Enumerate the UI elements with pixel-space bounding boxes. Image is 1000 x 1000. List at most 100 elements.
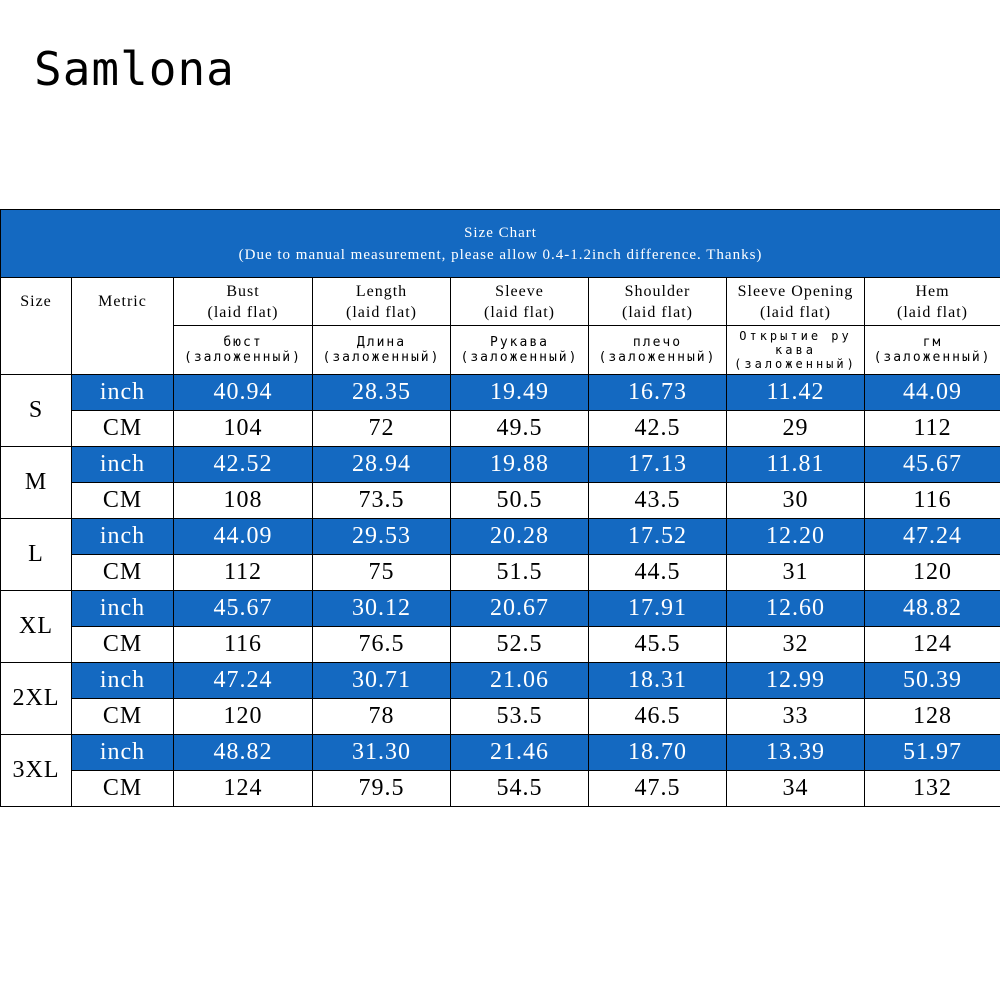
table-row-cm: CM 108 73.5 50.5 43.5 30 116	[1, 482, 1000, 519]
metric-cm-label: CM	[71, 626, 174, 663]
inch-value-cell: 48.82	[173, 734, 313, 771]
inch-value-cell: 12.20	[726, 518, 865, 555]
cm-value-cell: 128	[863, 698, 1000, 735]
col-header-ru-hem: гм (заложенный)	[863, 325, 1000, 375]
col-header-bust: Bust (laid flat)	[173, 277, 313, 326]
cm-value-cell: 42.5	[588, 410, 727, 447]
cm-value-cell: 78	[312, 698, 451, 735]
col-header-shoulder: Shoulder (laid flat)	[588, 277, 727, 326]
inch-value-cell: 17.91	[588, 590, 727, 627]
size-label: S	[0, 374, 72, 447]
inch-value-cell: 47.24	[173, 662, 313, 699]
col-header-hem: Hem (laid flat)	[863, 277, 1000, 326]
cm-value-cell: 50.5	[450, 482, 589, 519]
inch-value-cell: 19.49	[450, 374, 589, 411]
inch-value-cell: 21.06	[450, 662, 589, 699]
metric-cm-label: CM	[71, 770, 174, 807]
col-header-ru-label: Рукава	[490, 335, 549, 350]
size-label: M	[0, 446, 72, 519]
inch-value-cell: 28.35	[312, 374, 451, 411]
col-header-label: Shoulder	[624, 282, 691, 300]
col-header-ru-label-wrap: кава	[775, 343, 816, 357]
metric-inch-label: inch	[71, 734, 174, 771]
cm-value-cell: 44.5	[588, 554, 727, 591]
inch-value-cell: 28.94	[312, 446, 451, 483]
header-row-russian: бюст (заложенный) Длина (заложенный) Рукав…	[1, 325, 1000, 375]
table-row-cm: CM 124 79.5 54.5 47.5 34 132	[1, 770, 1000, 807]
cm-value-cell: 79.5	[312, 770, 451, 807]
inch-value-cell: 44.09	[173, 518, 313, 555]
inch-value-cell: 18.31	[588, 662, 727, 699]
size-header-label: Size	[20, 293, 52, 310]
col-header-ru-sub: (заложенный)	[734, 357, 857, 371]
cm-value-cell: 120	[863, 554, 1000, 591]
col-header-ru-label: бюст	[223, 335, 263, 350]
cm-value-cell: 120	[173, 698, 313, 735]
col-header-sub: (laid flat)	[622, 303, 693, 321]
cm-value-cell: 124	[173, 770, 313, 807]
size-label: 2XL	[0, 662, 72, 735]
inch-value-cell: 13.39	[726, 734, 865, 771]
cm-value-cell: 76.5	[312, 626, 451, 663]
metric-header: Metric	[71, 277, 174, 375]
header-row-english: Size Metric Bust (laid flat) Length (laid …	[0, 277, 1000, 375]
table-row-inch: 3XL inch 48.82 31.30 21.46 18.70 13.39 51.97	[0, 734, 1000, 807]
inch-value-cell: 45.67	[863, 446, 1000, 483]
metric-cm-label: CM	[71, 554, 174, 591]
col-header-ru-label: Открытие ру	[739, 329, 852, 343]
inch-value-cell: 17.13	[588, 446, 727, 483]
inch-value-cell: 30.71	[312, 662, 451, 699]
metric-cm-label: CM	[71, 410, 174, 447]
col-header-ru-sleeve-opening: Открытие ру кава (заложенный)	[726, 325, 865, 375]
col-header-sleeve-opening: Sleeve Opening (laid flat)	[726, 277, 865, 326]
metric-cm-label: CM	[71, 482, 174, 519]
cm-value-cell: 54.5	[450, 770, 589, 807]
col-header-label: Sleeve Opening	[737, 282, 854, 300]
col-header-label: Hem	[915, 282, 950, 300]
inch-value-cell: 44.09	[863, 374, 1000, 411]
metric-header-label: Metric	[98, 293, 147, 310]
col-header-sub: (laid flat)	[207, 303, 279, 321]
inch-value-cell: 11.42	[726, 374, 865, 411]
col-header-ru-sub: (заложенный)	[184, 350, 302, 365]
banner-cell: Size Chart (Due to manual measurement, p…	[0, 209, 1000, 278]
col-header-ru-label: Длина	[356, 335, 407, 350]
inch-value-cell: 31.30	[312, 734, 451, 771]
col-header-length: Length (laid flat)	[312, 277, 451, 326]
col-header-ru-length: Длина (заложенный)	[312, 325, 451, 375]
metric-cm-label: CM	[71, 698, 174, 735]
cm-value-cell: 51.5	[450, 554, 589, 591]
col-header-label: Bust	[226, 282, 260, 300]
cm-value-cell: 104	[173, 410, 313, 447]
col-header-sub: (laid flat)	[346, 303, 417, 321]
metric-inch-label: inch	[71, 590, 174, 627]
size-label: XL	[0, 590, 72, 663]
cm-value-cell: 47.5	[588, 770, 727, 807]
table-row-cm: CM 116 76.5 52.5 45.5 32 124	[1, 626, 1000, 663]
size-chart-table: Size Chart (Due to manual measurement, p…	[0, 209, 1000, 807]
col-header-ru-bust: бюст (заложенный)	[173, 325, 313, 375]
col-header-sub: (laid flat)	[760, 303, 831, 321]
metric-inch-label: inch	[71, 374, 174, 411]
cm-value-cell: 49.5	[450, 410, 589, 447]
inch-value-cell: 20.28	[450, 518, 589, 555]
inch-value-cell: 50.39	[863, 662, 1000, 699]
metric-inch-label: inch	[71, 662, 174, 699]
cm-value-cell: 52.5	[450, 626, 589, 663]
inch-value-cell: 18.70	[588, 734, 727, 771]
col-header-ru-sub: (заложенный)	[873, 350, 992, 365]
inch-value-cell: 16.73	[588, 374, 727, 411]
table-title: Size Chart	[464, 224, 537, 241]
inch-value-cell: 21.46	[450, 734, 589, 771]
inch-value-cell: 12.60	[726, 590, 865, 627]
cm-value-cell: 75	[312, 554, 451, 591]
col-header-ru-sleeve: Рукава (заложенный)	[450, 325, 589, 375]
table-row-cm: CM 120 78 53.5 46.5 33 128	[1, 698, 1000, 735]
cm-value-cell: 33	[726, 698, 865, 735]
cm-value-cell: 112	[863, 410, 1000, 447]
col-header-ru-label: плечо	[632, 335, 683, 350]
table-row-inch: XL inch 45.67 30.12 20.67 17.91 12.60 48.82	[0, 590, 1000, 663]
cm-value-cell: 112	[173, 554, 313, 591]
table-banner: Size Chart (Due to manual measurement, p…	[0, 209, 1000, 278]
cm-value-cell: 53.5	[450, 698, 589, 735]
